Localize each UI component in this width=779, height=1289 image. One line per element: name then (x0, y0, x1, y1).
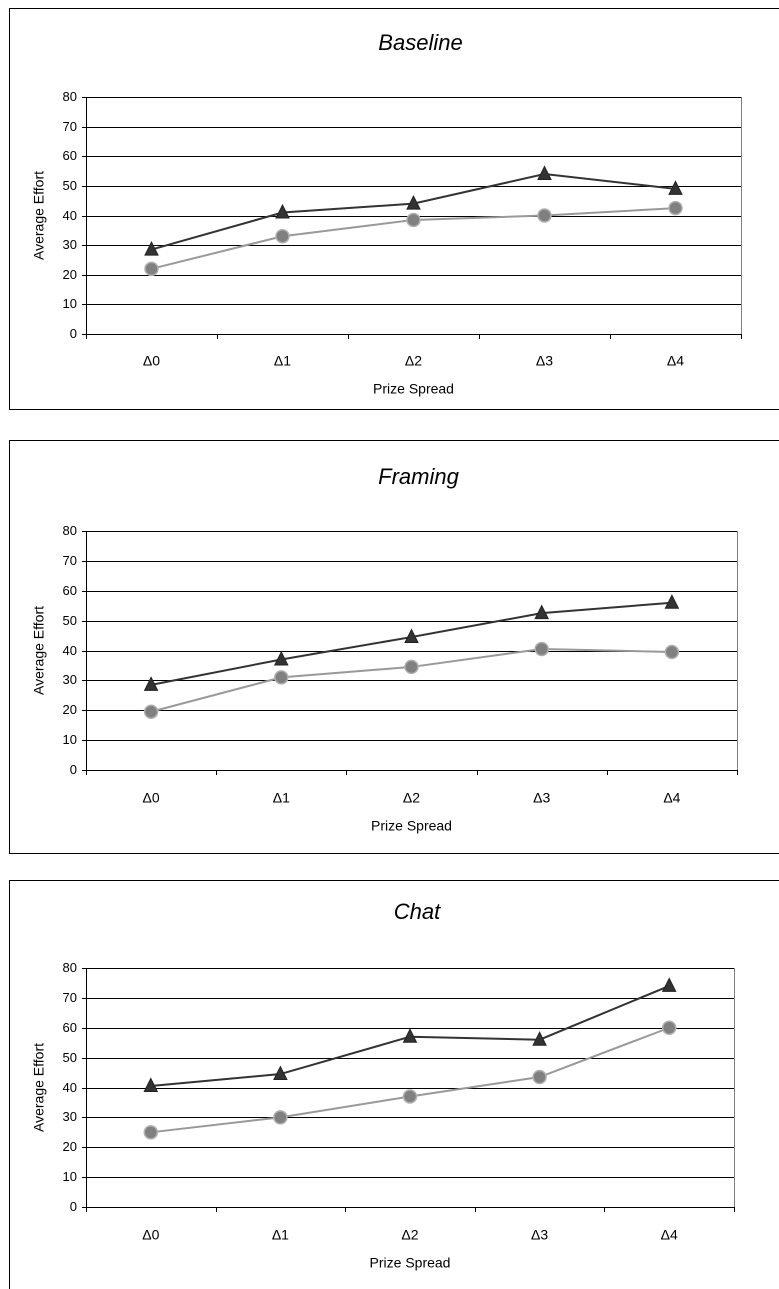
data-point-circle (402, 1089, 418, 1104)
x-tick-label: Δ4 (663, 790, 680, 806)
x-tick-label: Δ0 (143, 790, 160, 806)
y-tick-label: 70 (63, 990, 77, 1005)
chart-panel-2: Framing 0 10 20 30 40 50 60 70 80 Δ0 Δ1 Δ2 Δ3 Δ4 Prize … (9, 440, 779, 854)
y-tick-label: 0 (70, 326, 77, 341)
y-tick-label: 50 (63, 613, 77, 628)
y-tick-label: 80 (63, 523, 77, 538)
x-axis-label: Prize Spread (371, 818, 452, 834)
data-point-triangle (406, 195, 421, 210)
data-point-circle (143, 1125, 159, 1140)
y-tick-label: 60 (63, 148, 77, 163)
y-tick-label: 40 (63, 208, 77, 223)
data-point-triangle (143, 1077, 159, 1093)
data-point-triangle (273, 650, 289, 666)
data-point-circle (404, 659, 419, 675)
y-tick-label: 60 (63, 583, 77, 598)
y-axis-label: Average Effort (31, 1043, 47, 1132)
chart-frame (9, 880, 779, 1289)
data-point-triangle (404, 628, 419, 644)
y-tick-label: 0 (70, 1199, 77, 1214)
data-point-circle (144, 261, 159, 277)
y-tick-label: 80 (63, 89, 77, 104)
chart-panel-1: Baseline 0 10 20 30 40 50 60 70 80 Δ0 Δ1 Δ2 Δ3 Δ4 Prize… (9, 8, 779, 410)
data-point-circle (274, 670, 289, 685)
x-tick-label: Δ0 (142, 1227, 159, 1243)
y-tick-label: 0 (70, 762, 77, 777)
y-tick-label: 10 (63, 296, 77, 311)
x-axis-label: Prize Spread (370, 1255, 451, 1271)
data-point-triangle (668, 180, 683, 195)
x-tick-label: Δ4 (661, 1227, 678, 1243)
y-tick-label: 20 (63, 267, 77, 282)
x-tick-label: Δ2 (401, 1227, 418, 1243)
data-point-triangle (143, 676, 159, 691)
y-axis-label: Average Effort (31, 171, 47, 260)
data-point-circle (537, 208, 552, 223)
data-point-circle (273, 1110, 288, 1125)
data-point-triangle (537, 165, 552, 181)
data-point-triangle (402, 1028, 418, 1043)
y-tick-label: 10 (63, 1169, 77, 1184)
y-tick-label: 50 (63, 1050, 77, 1065)
data-point-circle (406, 212, 421, 228)
x-tick-label: Δ4 (667, 353, 684, 369)
data-point-circle (661, 1020, 677, 1035)
y-tick-label: 70 (63, 119, 77, 134)
y-tick-label: 40 (63, 643, 77, 658)
x-tick-label: Δ3 (533, 790, 550, 806)
chart-frame (9, 440, 779, 854)
y-tick-label: 70 (63, 553, 77, 568)
data-point-triangle (275, 203, 290, 219)
y-tick-label: 30 (63, 672, 77, 687)
y-axis-label: Average Effort (31, 606, 47, 695)
x-tick-label: Δ1 (272, 1227, 289, 1243)
chart-panel-3: Chat 0 10 20 30 40 50 60 70 80 Δ0 Δ1 Δ2 Δ3 Δ4 Prize Spr… (9, 880, 779, 1289)
data-point-circle (275, 228, 290, 244)
x-tick-label: Δ1 (274, 353, 291, 369)
x-tick-label: Δ3 (531, 1227, 548, 1243)
y-tick-label: 20 (63, 702, 77, 717)
data-point-triangle (661, 977, 677, 992)
y-tick-label: 60 (63, 1020, 77, 1035)
data-point-triangle (532, 1031, 547, 1046)
data-point-circle (668, 200, 683, 216)
y-tick-label: 30 (63, 237, 77, 252)
data-point-circle (664, 644, 680, 660)
x-tick-label: Δ1 (273, 790, 290, 806)
x-tick-label: Δ2 (405, 353, 422, 369)
data-point-circle (143, 704, 159, 719)
chart-title: Framing (378, 464, 459, 489)
y-tick-label: 50 (63, 178, 77, 193)
x-tick-label: Δ0 (143, 353, 160, 369)
y-tick-label: 30 (63, 1109, 77, 1124)
x-tick-label: Δ3 (536, 353, 553, 369)
y-tick-label: 20 (63, 1139, 77, 1154)
data-point-triangle (144, 240, 159, 256)
data-point-triangle (273, 1065, 288, 1081)
x-tick-label: Δ2 (403, 790, 420, 806)
data-point-circle (532, 1069, 547, 1085)
x-axis-label: Prize Spread (373, 381, 454, 397)
data-point-triangle (534, 604, 550, 620)
chart-title: Baseline (378, 30, 462, 55)
chart-title: Chat (394, 899, 441, 924)
data-point-circle (534, 641, 549, 657)
y-tick-label: 80 (63, 960, 77, 975)
y-tick-label: 10 (63, 732, 77, 747)
data-point-triangle (664, 594, 680, 609)
y-tick-label: 40 (63, 1080, 77, 1095)
